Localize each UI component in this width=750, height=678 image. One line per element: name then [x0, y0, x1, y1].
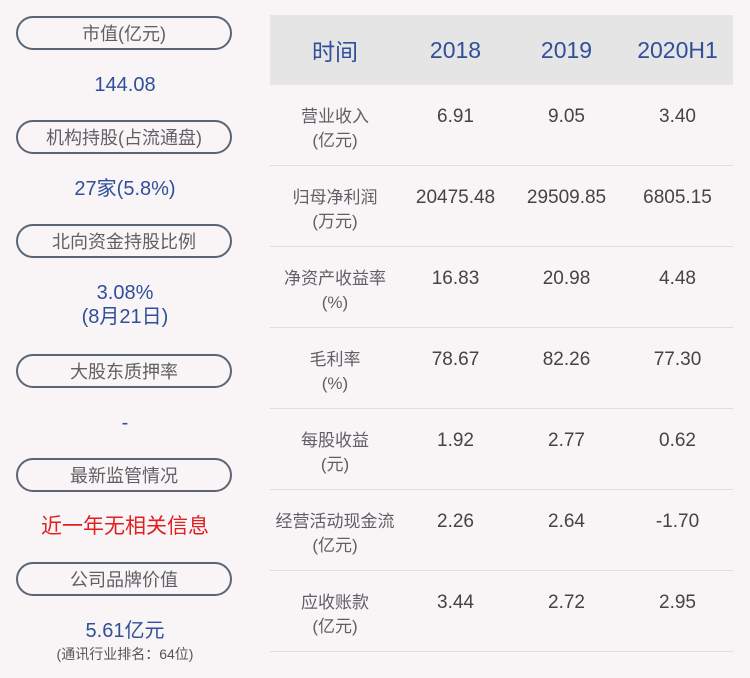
row-label: 毛利率 (%) [270, 348, 400, 396]
table-row: 经营活动现金流 (亿元) 2.26 2.64 -1.70 [270, 490, 733, 571]
label-text: 公司品牌价值 [70, 570, 178, 590]
header-2020h1: 2020H1 [637, 36, 718, 63]
metric-name: 每股收益 [301, 431, 369, 450]
pledge-ratio-label: 大股东质押率 [16, 354, 232, 388]
table-row: 营业收入 (亿元) 6.91 9.05 3.40 [270, 85, 733, 166]
cell-value: 77.30 [653, 349, 702, 370]
metric-unit: (万元) [312, 212, 358, 231]
cell-value: 82.26 [542, 349, 591, 370]
header-period: 时间 [312, 39, 358, 65]
metric-name: 毛利率 [309, 350, 361, 369]
metric-name: 应收账款 [301, 593, 369, 612]
table-row: 归母净利润 (万元) 20475.48 29509.85 6805.15 [270, 166, 733, 247]
cell-value: 1.92 [437, 430, 474, 451]
cell-value: 9.05 [548, 106, 585, 127]
table-row: 毛利率 (%) 78.67 82.26 77.30 [270, 328, 733, 409]
row-label: 应收账款 (亿元) [270, 591, 400, 639]
regulatory-status-label: 最新监管情况 [16, 458, 232, 492]
metric-unit: (亿元) [312, 617, 358, 636]
metric-unit: (%) [321, 374, 349, 393]
brand-value-rank: (通讯行业排名：64位) [56, 646, 194, 662]
cell-value: 0.62 [659, 430, 696, 451]
label-text: 最新监管情况 [70, 466, 178, 486]
cell-value: 3.44 [437, 592, 474, 613]
cell-value: 78.67 [431, 349, 480, 370]
cell-value: 2.95 [659, 592, 696, 613]
metric-name: 归母净利润 [292, 188, 378, 207]
northbound-percent: 3.08% [96, 282, 154, 304]
pledge-ratio-value: - [121, 412, 129, 434]
row-label: 经营活动现金流 (亿元) [270, 510, 400, 558]
cell-value: 20475.48 [415, 187, 496, 208]
row-label: 每股收益 (元) [270, 429, 400, 477]
northbound-date: (8月21日) [81, 306, 169, 328]
cell-value: 2.26 [437, 511, 474, 532]
metric-unit: (%) [321, 293, 349, 312]
row-label: 营业收入 (亿元) [270, 105, 400, 153]
cell-value: 2.77 [548, 430, 585, 451]
header-2019: 2019 [540, 36, 593, 63]
brand-value-value: 5.61亿元 (通讯行业排名：64位) [0, 619, 250, 663]
label-text: 机构持股(占流通盘) [46, 128, 202, 148]
cell-value: 3.40 [659, 106, 696, 127]
cell-value: 4.48 [659, 268, 696, 289]
metric-unit: (亿元) [312, 131, 358, 150]
metric-name: 净资产收益率 [284, 269, 386, 288]
market-cap-label: 市值(亿元) [16, 16, 232, 50]
table-row: 每股收益 (元) 1.92 2.77 0.62 [270, 409, 733, 490]
cell-value: 29509.85 [526, 187, 607, 208]
metric-unit: (亿元) [312, 536, 358, 555]
northbound-holding-value: 3.08% (8月21日) [0, 281, 250, 329]
metric-name: 经营活动现金流 [275, 512, 395, 531]
metric-name: 营业收入 [301, 107, 369, 126]
market-cap-value: 144.08 [94, 74, 156, 96]
cell-value: 6805.15 [643, 187, 712, 208]
label-text: 北向资金持股比例 [52, 232, 196, 252]
table-header: 时间 2018 2019 2020H1 [270, 15, 733, 85]
table-row: 净资产收益率 (%) 16.83 20.98 4.48 [270, 247, 733, 328]
label-text: 大股东质押率 [70, 362, 178, 382]
institutional-holdings-value: 27家(5.8%) [74, 178, 176, 200]
table-row: 应收账款 (亿元) 3.44 2.72 2.95 [270, 571, 733, 652]
label-text: 市值(亿元) [82, 24, 166, 44]
cell-value: 20.98 [542, 268, 591, 289]
cell-value: 2.64 [548, 511, 585, 532]
metric-unit: (元) [320, 455, 350, 474]
row-label: 归母净利润 (万元) [270, 186, 400, 234]
institutional-holdings-label: 机构持股(占流通盘) [16, 120, 232, 154]
row-label: 净资产收益率 (%) [270, 267, 400, 315]
northbound-holding-label: 北向资金持股比例 [16, 224, 232, 258]
cell-value: -1.70 [655, 511, 700, 532]
brand-value-label: 公司品牌价值 [16, 562, 232, 596]
cell-value: 2.72 [548, 592, 585, 613]
financial-table: 时间 2018 2019 2020H1 营业收入 (亿元) 6.91 9.05 3… [270, 15, 733, 652]
cell-value: 6.91 [437, 106, 474, 127]
brand-value-amount: 5.61亿元 [85, 620, 165, 642]
regulatory-status-value: 近一年无相关信息 [41, 515, 209, 538]
cell-value: 16.83 [431, 268, 480, 289]
header-2018: 2018 [429, 36, 482, 63]
